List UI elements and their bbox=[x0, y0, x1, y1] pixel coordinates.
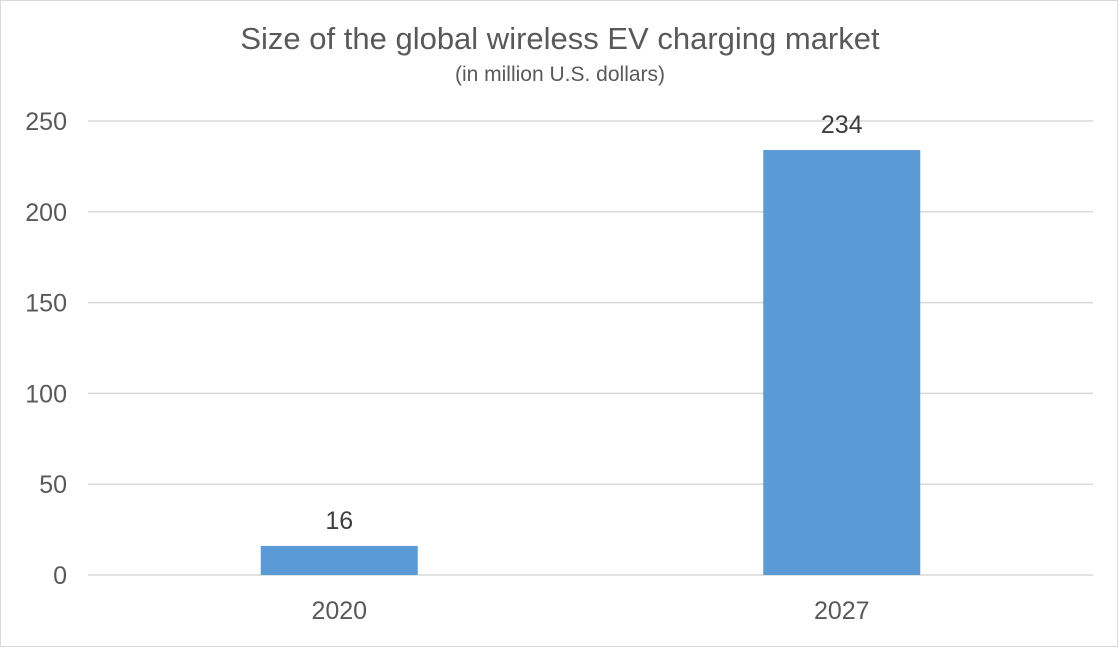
y-tick-label: 100 bbox=[25, 380, 67, 408]
chart-title: Size of the global wireless EV charging … bbox=[240, 21, 880, 56]
chart-subtitle: (in million U.S. dollars) bbox=[455, 63, 665, 86]
y-tick-label: 250 bbox=[25, 108, 67, 136]
x-tick-label-2027: 2027 bbox=[814, 597, 870, 625]
y-tick-label: 50 bbox=[39, 471, 67, 499]
bars bbox=[260, 150, 921, 575]
bar-2020 bbox=[260, 545, 418, 575]
x-axis-ticks: 2020 2027 bbox=[311, 597, 869, 625]
data-label-2020: 16 bbox=[325, 507, 353, 535]
gridlines bbox=[88, 120, 1093, 576]
data-label-2027: 234 bbox=[821, 111, 863, 139]
y-tick-label: 200 bbox=[25, 199, 67, 227]
data-labels: 16 234 bbox=[325, 111, 862, 535]
x-tick-label-2020: 2020 bbox=[311, 597, 367, 625]
y-tick-label: 0 bbox=[53, 562, 67, 590]
y-axis-ticks: 0 50 100 150 200 250 bbox=[25, 108, 67, 590]
y-tick-label: 150 bbox=[25, 290, 67, 318]
bar-2027 bbox=[763, 150, 921, 575]
